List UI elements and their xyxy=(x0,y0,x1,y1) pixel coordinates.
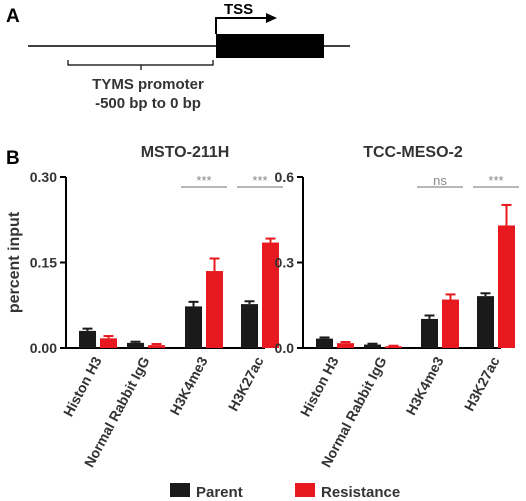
bar-tcc-meso-2-parent xyxy=(477,296,494,348)
y-tick-label: 0.3 xyxy=(275,255,295,271)
bar-tcc-meso-2-resistance xyxy=(385,346,402,348)
tss-arrowhead-icon xyxy=(266,13,277,23)
x-tick-label: H3K4me3 xyxy=(403,354,447,418)
bar-tcc-meso-2-resistance xyxy=(498,225,515,348)
bar-msto-211h-parent xyxy=(127,342,144,348)
promoter-bracket xyxy=(67,60,214,70)
significance-label: *** xyxy=(488,173,503,188)
bar-tcc-meso-2-parent xyxy=(316,338,333,348)
y-axis-label: percent input xyxy=(6,211,23,313)
legend-label-parent: Parent xyxy=(196,484,243,501)
y-tick-label: 0.0 xyxy=(275,340,295,356)
y-tick-label: 0.00 xyxy=(30,340,57,356)
bar-msto-211h-resistance xyxy=(148,345,165,348)
significance-label: *** xyxy=(196,173,211,188)
significance-label: *** xyxy=(252,173,267,188)
bar-msto-211h-parent xyxy=(185,306,202,348)
y-tick-label: 0.6 xyxy=(275,169,295,185)
x-tick-label: Histon H3 xyxy=(60,354,105,419)
tss-arrow-line xyxy=(215,17,268,34)
bar-tcc-meso-2-parent xyxy=(364,344,381,348)
bar-tcc-meso-2-resistance xyxy=(337,343,354,348)
chart-title: MSTO-211H xyxy=(141,144,230,161)
legend: Parent Resistance xyxy=(170,483,400,501)
x-tick-label: Histon H3 xyxy=(297,354,342,419)
x-tick-label: H3K4me3 xyxy=(167,354,211,418)
y-tick-label: 0.30 xyxy=(30,169,57,185)
bar-msto-211h-resistance xyxy=(262,242,279,348)
bar-msto-211h-parent xyxy=(241,304,258,348)
chart-title: TCC-MESO-2 xyxy=(363,144,463,161)
bar-msto-211h-parent xyxy=(79,330,96,348)
tss-label: TSS xyxy=(224,1,253,18)
legend-swatch-parent xyxy=(170,483,190,497)
legend-label-resistance: Resistance xyxy=(321,484,400,501)
bar-msto-211h-resistance xyxy=(100,338,117,348)
bar-tcc-meso-2-resistance xyxy=(442,299,459,348)
legend-swatch-resistance xyxy=(295,483,315,497)
promoter-range-label: -500 bp to 0 bp xyxy=(95,95,201,112)
x-tick-label: H3K27ac xyxy=(225,354,267,414)
bar-msto-211h-resistance xyxy=(206,271,223,348)
promoter-label: TYMS promoter xyxy=(92,76,204,93)
panel-b-label: B xyxy=(6,148,20,169)
chart-msto-211h: MSTO-211H percent input 0.00 0.15 0.30 Histon… xyxy=(6,144,283,470)
bar-tcc-meso-2-parent xyxy=(421,318,438,348)
x-tick-label: H3K27ac xyxy=(461,354,503,414)
panel-a-label: A xyxy=(6,6,20,27)
y-tick-label: 0.15 xyxy=(30,255,57,271)
gene-exon-block xyxy=(216,34,324,58)
significance-label: ns xyxy=(433,173,447,188)
promoter-diagram: A TSS TYMS promoter -500 bp to 0 bp xyxy=(6,1,350,112)
